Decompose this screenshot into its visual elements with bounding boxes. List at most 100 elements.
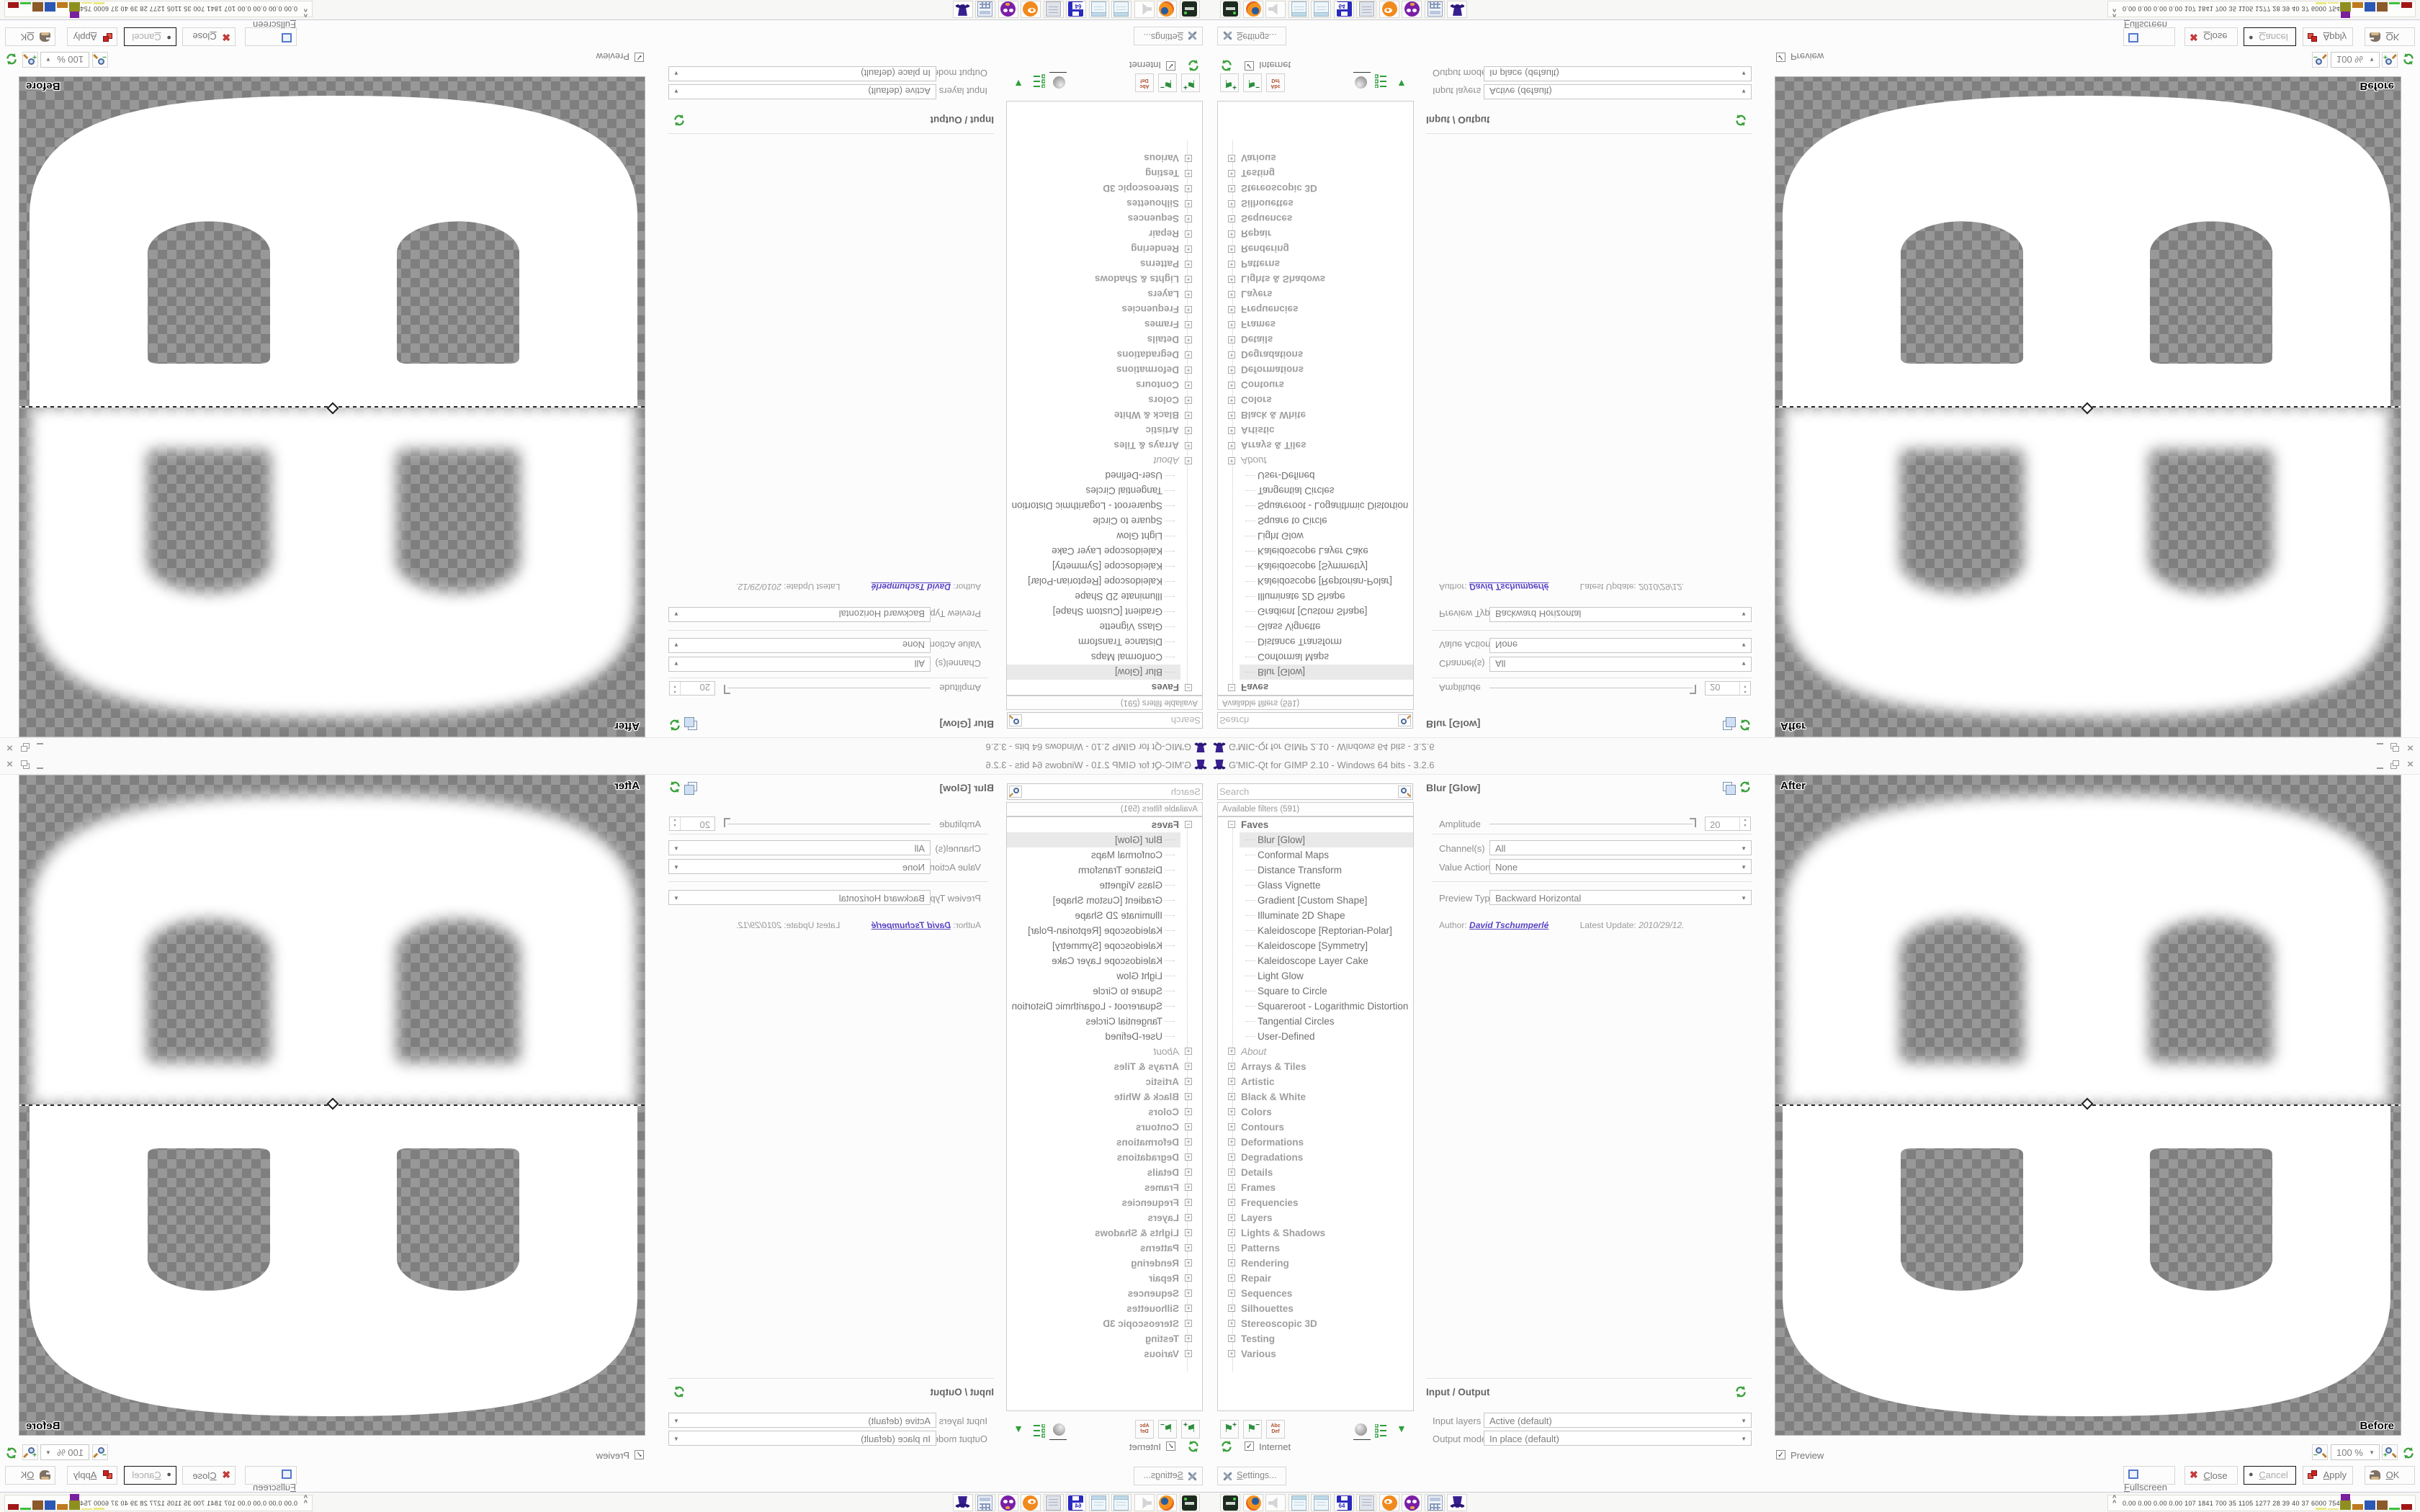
tree-item[interactable]: + About [1218,1044,1413,1059]
tree-item[interactable]: Blur [Glow] [1218,832,1413,847]
preview-pane[interactable]: After Before [1775,76,2401,737]
documents-icon[interactable] [1356,1,1376,18]
tree-expander-icon[interactable]: + [1228,457,1235,464]
refresh-preview-button[interactable] [4,52,20,68]
refresh-preview-button[interactable] [2400,1444,2416,1460]
tree-expander-icon[interactable]: + [1185,170,1192,177]
filter-tree[interactable]: − Faves Blur [Glow] Conformal Maps Distance … [1006,816,1203,1411]
tree-item[interactable]: User-Defined [1218,1029,1413,1044]
tree-item[interactable]: + Black & White [1218,408,1413,423]
collapse-all-button[interactable]: ▼ [1010,1420,1028,1439]
tree-item[interactable]: Squareroot - Logarithmic Distortion [1218,999,1413,1014]
notepad2-icon[interactable] [1311,1,1331,18]
tree-expander-icon[interactable]: + [1228,397,1235,404]
tree-expander-icon[interactable]: + [1185,336,1192,343]
tree-expander-icon[interactable]: + [1185,1335,1192,1342]
tree-item[interactable]: Conformal Maps [1218,649,1413,665]
apply-button[interactable]: Apply [67,27,117,46]
zoom-in-button[interactable]: + [22,52,38,68]
tree-item[interactable]: Square to Circle [1218,984,1413,999]
tree-item[interactable]: + Various [1218,150,1413,166]
purple-app-icon[interactable] [998,1494,1018,1511]
tree-item[interactable]: + Testing [1007,166,1202,181]
tree-item[interactable]: + Deformations [1007,1135,1202,1150]
tree-expander-icon[interactable]: + [1185,1063,1192,1070]
fullscreen-button[interactable]: Fullscreen [245,19,297,46]
window-titlebar[interactable]: G'MIC-Qt for GIMP 2.10 - Windows 64 bits… [0,756,1210,775]
tree-expander-icon[interactable]: + [1185,1305,1192,1312]
channels-dropdown[interactable]: All ▼ [668,840,931,855]
channels-dropdown[interactable]: All ▼ [1489,840,1752,855]
tree-item[interactable]: + Degradations [1007,1150,1202,1165]
tree-item[interactable]: + Frames [1218,1180,1413,1195]
author-link[interactable]: David Tschumperlé [871,582,951,592]
close-button[interactable]: ✖ Close [2184,1466,2238,1485]
tree-item[interactable]: Gradient [Custom Shape] [1007,604,1202,619]
tray-expand-icon[interactable]: ^ ^ [2112,1494,2117,1506]
reset-parameters-icon[interactable] [1739,719,1752,732]
gmic-hat-icon[interactable] [1447,1,1467,18]
tree-expander-icon[interactable]: + [1228,1259,1235,1266]
tree-expander-icon[interactable]: + [1228,230,1235,238]
drive-icon[interactable] [1180,1,1200,18]
remove-fave-button[interactable]: ⚑ − [1243,73,1262,92]
tree-expander-icon[interactable]: + [1185,1320,1192,1327]
tree-item[interactable]: + Testing [1218,166,1413,181]
author-link[interactable]: David Tschumperlé [1469,582,1549,592]
rename-fave-button[interactable]: Abc Def [1135,73,1154,92]
tree-item[interactable]: + Arrays & Tiles [1218,1059,1413,1074]
search-input[interactable] [1028,714,1201,727]
refresh-filters-icon[interactable] [1187,1440,1200,1453]
add-fave-button[interactable]: ⚑ + [1181,73,1200,92]
floppy64-icon[interactable]: 64 [1066,1494,1087,1511]
tray-expand-icon[interactable]: ^ ^ [303,6,308,18]
remove-fave-button[interactable]: ⚑ − [1158,73,1177,92]
tree-expander-icon[interactable]: + [1185,1108,1192,1115]
tree-item[interactable]: Tangential Circles [1218,1014,1413,1029]
apply-button[interactable]: Apply [2303,27,2353,46]
tree-expander-icon[interactable]: + [1185,1078,1192,1085]
zoom-in-button[interactable]: + [2382,1444,2398,1460]
tree-item[interactable]: + Silhouettes [1007,196,1202,211]
tree-expander-icon[interactable]: − [1185,684,1192,691]
tree-item[interactable]: Kaleidoscope [Symmetry] [1218,938,1413,953]
tree-item[interactable]: − Faves [1218,680,1413,695]
expand-list-button[interactable] [1030,73,1049,92]
volume-muted-icon[interactable] [1134,1494,1155,1511]
preview-checkbox[interactable]: ✓ [1776,1450,1785,1459]
tree-expander-icon[interactable]: + [1185,412,1192,419]
tree-item[interactable]: − Faves [1007,817,1202,832]
tree-expander-icon[interactable]: + [1185,1229,1192,1236]
cancel-button[interactable]: ● Cancel [2244,27,2296,46]
tree-item[interactable]: + Sequences [1218,211,1413,226]
internet-checkbox[interactable]: ✓ [1166,61,1175,71]
tree-item[interactable]: + Lights & Shadows [1218,271,1413,287]
ok-button[interactable]: OK [2365,1466,2415,1485]
tree-item[interactable]: Conformal Maps [1218,847,1413,863]
tree-item[interactable]: Gradient [Custom Shape] [1218,604,1413,619]
tree-item[interactable]: Glass Vignette [1218,878,1413,893]
update-sphere-button[interactable] [1351,72,1371,92]
tree-expander-icon[interactable]: + [1228,321,1235,328]
tree-expander-icon[interactable]: + [1228,261,1235,268]
minimize-button[interactable] [2375,760,2385,770]
tree-item[interactable]: + Details [1218,332,1413,347]
zoom-out-button[interactable]: − [92,52,108,68]
restore-button[interactable] [19,742,30,752]
gmic-hat-icon[interactable] [953,1,973,18]
tree-expander-icon[interactable]: + [1185,366,1192,374]
close-button[interactable]: ✖ Close [182,27,236,46]
notepad-icon[interactable] [1111,1,1132,18]
tree-expander-icon[interactable]: + [1185,1259,1192,1266]
input-layers-dropdown[interactable]: Active (default) ▼ [1484,1413,1752,1428]
tree-expander-icon[interactable]: + [1185,397,1192,404]
tree-item[interactable]: + Rendering [1218,1256,1413,1271]
tree-expander-icon[interactable]: + [1228,366,1235,374]
tree-expander-icon[interactable]: + [1228,200,1235,207]
tree-item[interactable]: + Repair [1218,226,1413,241]
tree-expander-icon[interactable]: + [1228,1153,1235,1161]
tree-expander-icon[interactable]: + [1228,1078,1235,1085]
tree-item[interactable]: Square to Circle [1007,984,1202,999]
calculator-icon[interactable] [975,1,996,18]
tree-item[interactable]: + Frequencies [1218,302,1413,317]
